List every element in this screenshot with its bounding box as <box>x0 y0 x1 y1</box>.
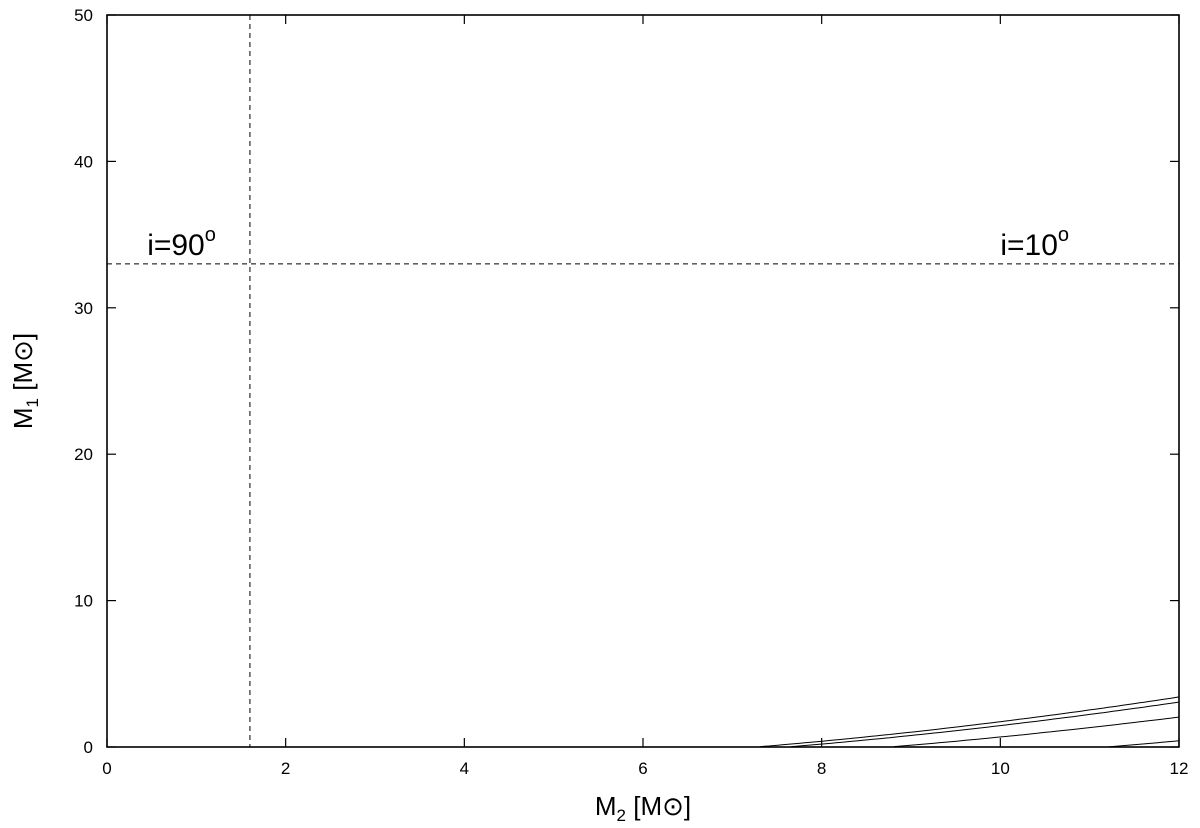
y-tick-label: 40 <box>74 152 93 171</box>
ticks-group <box>106 14 1180 748</box>
curve-i70 <box>893 716 1179 747</box>
x-tick-label: 2 <box>281 759 290 778</box>
sun-symbol: ⊙ <box>662 791 684 821</box>
y-tick-label: 20 <box>74 445 93 464</box>
x-tick-label: 6 <box>638 759 647 778</box>
reference-lines-group <box>107 15 1179 747</box>
annotation-i10: i=10o <box>1000 224 1069 262</box>
tick-labels-group: 0 2 4 6 8 10 12 0 10 20 30 40 50 <box>74 6 1188 778</box>
y-tick-label: 30 <box>74 299 93 318</box>
curve-i80 <box>791 701 1179 747</box>
curve-i90 <box>759 696 1179 747</box>
plot-frame <box>106 14 1180 748</box>
x-tick-label: 4 <box>460 759 469 778</box>
x-axis-label: M2 [M⊙] <box>595 791 691 825</box>
x-tick-label: 12 <box>1170 759 1189 778</box>
sun-symbol: ⊙ <box>8 340 38 362</box>
x-tick-label: 10 <box>991 759 1010 778</box>
y-tick-label: 50 <box>74 6 93 25</box>
annotation-i90: i=90o <box>147 224 216 262</box>
curve-i60 <box>1108 740 1179 747</box>
y-axis-label: M1 [M⊙] <box>8 333 42 429</box>
y-tick-label: 10 <box>74 592 93 611</box>
y-tick-label: 0 <box>84 738 93 757</box>
x-tick-label: 8 <box>817 759 826 778</box>
curves-group <box>759 696 1179 747</box>
x-tick-label: 0 <box>102 759 111 778</box>
